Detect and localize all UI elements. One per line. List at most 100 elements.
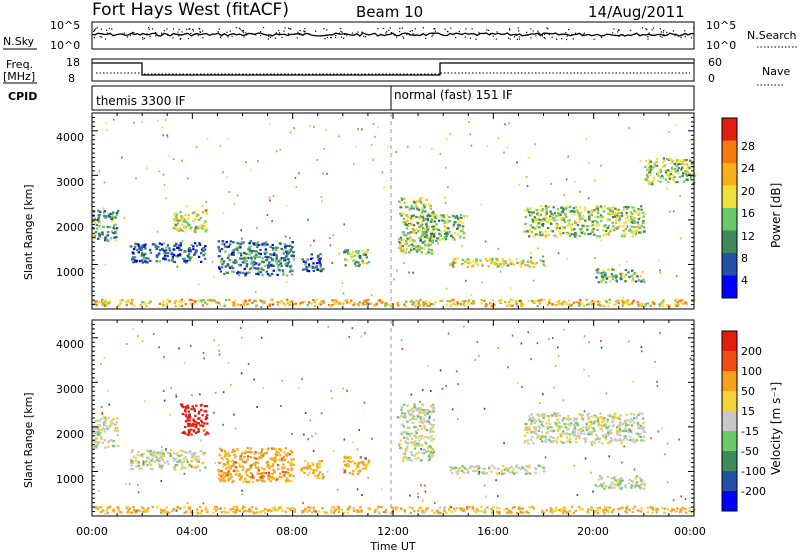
velocity-cell	[346, 508, 349, 511]
power-cell	[106, 238, 109, 241]
velocity-cell	[198, 505, 202, 509]
velocity-cell	[607, 510, 610, 513]
nsky-point	[279, 32, 281, 34]
power-cell	[543, 219, 546, 222]
velocity-cell	[246, 468, 249, 471]
velocity-cell	[354, 462, 357, 465]
power-cell	[438, 232, 441, 235]
velocity-cell	[417, 456, 420, 459]
power-cell	[639, 217, 642, 220]
power-cell	[168, 300, 171, 303]
power-cell	[424, 198, 428, 201]
velocity-cell	[634, 482, 638, 485]
power-cell	[421, 236, 424, 239]
power-cell	[646, 167, 650, 170]
velocity-cell	[154, 454, 157, 457]
power-cell	[643, 230, 646, 233]
velocity-cell	[142, 463, 145, 466]
power-cell	[685, 302, 688, 305]
power-cell	[133, 304, 136, 307]
velocity-cell	[157, 460, 160, 463]
velocity-cell	[360, 510, 363, 513]
power-cell	[114, 231, 117, 234]
velocity-cell	[230, 475, 233, 478]
power-noise-cell	[103, 181, 106, 184]
power-cell	[199, 216, 203, 220]
velocity-cell	[558, 427, 561, 430]
nsky-point	[335, 34, 337, 37]
velocity-cell	[555, 425, 559, 428]
power-cell	[574, 232, 577, 235]
power-cell	[490, 259, 494, 262]
power-noise-cell	[529, 252, 532, 255]
velocity-cell	[419, 418, 423, 421]
power-cell	[520, 304, 523, 307]
power-cell	[461, 300, 465, 303]
velocity-cell	[427, 437, 431, 440]
velocity-cell	[99, 418, 102, 421]
velocity-noise-cell	[326, 470, 329, 473]
velocity-cell	[231, 451, 234, 454]
velocity-cell	[430, 410, 434, 414]
velocity-cell	[229, 508, 232, 511]
velocity-cell	[97, 506, 101, 509]
power-cell	[456, 233, 459, 236]
velocity-cell	[641, 412, 644, 415]
power-cell	[681, 174, 684, 177]
power-cell	[426, 228, 429, 231]
velocity-cell	[318, 463, 321, 466]
power-cell	[556, 208, 560, 211]
power-cell	[174, 305, 177, 308]
power-cell	[575, 300, 578, 304]
power-noise-cell	[298, 172, 300, 175]
power-cell	[574, 221, 578, 224]
power-cell	[649, 165, 653, 168]
power-cell	[598, 300, 601, 303]
velocity-cell	[187, 406, 190, 409]
power-cell	[571, 228, 574, 231]
velocity-cell	[225, 472, 228, 475]
velocity-cell	[385, 508, 388, 512]
velocity-cell	[279, 454, 282, 457]
velocity-cell	[560, 434, 563, 437]
power-cell	[543, 264, 546, 267]
power-cell	[112, 226, 115, 229]
velocity-cell	[128, 507, 131, 510]
power-cell	[263, 244, 267, 247]
nsky-point	[303, 30, 305, 32]
power-cell	[161, 302, 165, 305]
velocity-cell	[684, 508, 687, 511]
nave-label: Nave	[762, 65, 790, 78]
velocity-cell	[270, 457, 273, 460]
power-cell	[232, 261, 235, 264]
power-cell	[203, 210, 206, 213]
power-cell	[602, 271, 606, 274]
velocity-cell	[515, 465, 518, 468]
velocity-cell	[523, 440, 527, 443]
velocity-cell	[318, 465, 322, 468]
velocity-cell	[253, 464, 257, 467]
power-cell	[561, 304, 564, 307]
power-cell	[424, 302, 428, 305]
power-cell	[132, 261, 135, 264]
velocity-cell	[448, 509, 451, 512]
velocity-noise-cell	[557, 354, 560, 357]
velocity-cell	[542, 511, 546, 514]
nsky-point	[334, 36, 337, 39]
power-cell	[608, 211, 611, 214]
power-cell	[222, 260, 226, 263]
velocity-cell	[593, 441, 596, 444]
velocity-cell	[336, 505, 340, 508]
power-cell	[275, 254, 278, 257]
power-cell	[102, 225, 105, 228]
velocity-cell	[417, 444, 420, 447]
power-cell	[175, 218, 178, 221]
velocity-cell	[217, 470, 221, 473]
power-noise-cell	[497, 137, 500, 140]
velocity-cell	[305, 466, 309, 469]
nsky-point	[143, 37, 146, 39]
velocity-cell	[282, 463, 285, 466]
velocity-cell	[290, 469, 293, 472]
power-noise-cell	[666, 187, 669, 190]
velocity-noise-cell	[497, 347, 499, 349]
